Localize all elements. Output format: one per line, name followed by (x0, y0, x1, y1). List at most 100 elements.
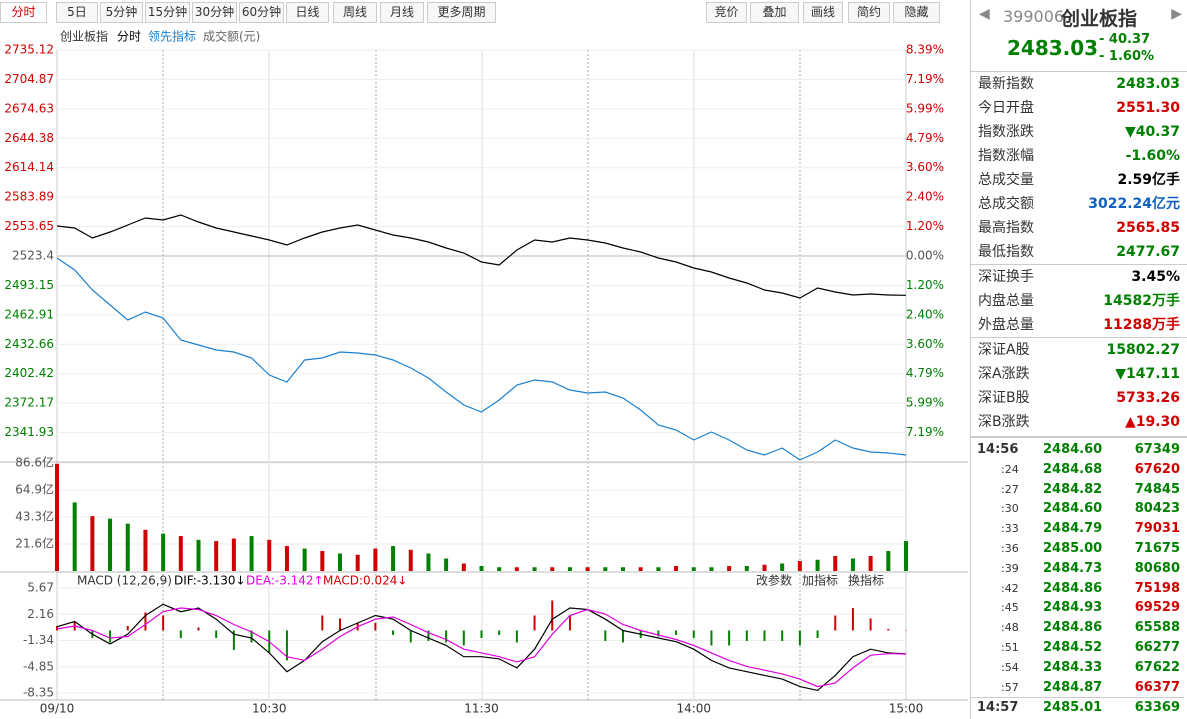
period-button[interactable]: 周线 (333, 2, 377, 23)
y-tick-label: 2493.15 (4, 278, 54, 292)
tool-button[interactable]: 隐藏 (893, 2, 940, 23)
y-tick-label: 2523.4 (12, 249, 54, 263)
period-button[interactable]: 分时 (0, 2, 47, 23)
quote-label: 深证换手 (978, 269, 1034, 285)
y-tick-label: 2614.14 (4, 160, 54, 174)
trade-price: 2484.52 (1043, 640, 1103, 655)
volume-bar (373, 548, 378, 571)
quote-label: 指数涨跌 (978, 124, 1034, 140)
quote-row: 最低指数 2477.67 (971, 240, 1184, 264)
volume-bar (408, 549, 413, 571)
period-button[interactable]: 5日 (56, 2, 98, 23)
volume-bar (355, 554, 360, 571)
prev-arrow[interactable]: ◀ (979, 6, 990, 22)
y2-tick-label: 7.19% (906, 425, 944, 439)
trade-volume: 80423 (1134, 501, 1180, 517)
macd-action[interactable]: 改参数 (756, 573, 792, 588)
tool-button[interactable]: 叠加 (750, 2, 799, 23)
y2-tick-label: 3.60% (906, 160, 944, 174)
trade-time: :54 (1001, 660, 1019, 674)
period-button[interactable]: 30分钟 (192, 2, 237, 23)
volume-bar (267, 539, 272, 571)
quote-label: 总成交量 (978, 172, 1034, 188)
y2-tick-label: 5.99% (906, 101, 944, 115)
legend-item: 创业板指 (60, 29, 108, 44)
quote-row: 今日开盘 2551.30 (971, 96, 1184, 120)
period-button[interactable]: 日线 (286, 2, 329, 23)
quote-value: 14582万手 (1103, 293, 1180, 309)
change: - 40.37 (1099, 32, 1151, 47)
y-tick-label: 2402.42 (4, 366, 54, 380)
y-tick-label: -8.35 (23, 686, 54, 700)
period-button[interactable]: 5分钟 (100, 2, 143, 23)
quote-row: 总成交额 3022.24亿元 (971, 192, 1184, 216)
legend-item: 领先指标 (148, 29, 196, 44)
next-arrow[interactable]: ▶ (1171, 6, 1182, 22)
trade-volume: 66377 (1134, 679, 1180, 695)
volume-bar (850, 558, 855, 571)
quote-row: 指数涨跌 ▼40.37 (971, 120, 1184, 144)
y2-tick-label: 5.99% (906, 396, 944, 410)
y-tick-label: 2553.65 (4, 219, 54, 233)
quote-label: 总成交额 (978, 196, 1034, 212)
period-button[interactable]: 60分钟 (239, 2, 284, 23)
volume-bar (108, 518, 113, 571)
volume-bar (780, 563, 785, 571)
y-tick-label: 21.6亿 (15, 536, 54, 551)
trade-time: 14:57 (977, 700, 1019, 716)
y-tick-label: 2735.12 (4, 43, 54, 57)
y2-tick-label: 1.20% (906, 278, 944, 292)
trade-row: :33 2484.79 79031 (971, 519, 1184, 539)
y2-tick-label: 7.19% (906, 72, 944, 86)
volume-bar (904, 541, 908, 571)
trade-price: 2484.86 (1043, 620, 1103, 636)
quote-label: 深证B股 (978, 390, 1030, 406)
quote-row: 深B涨跌 ▲19.30 (971, 410, 1184, 434)
trade-row: :36 2485.00 71675 (971, 539, 1184, 559)
trade-time: :39 (1001, 561, 1019, 575)
quote-value: 3022.24亿元 (1088, 196, 1180, 212)
volume-bar (90, 516, 95, 571)
trade-row: :42 2484.86 75198 (971, 579, 1184, 599)
period-button[interactable]: 月线 (380, 2, 424, 23)
y2-tick-label: 8.39% (906, 43, 944, 57)
quote-value: ▲19.30 (1124, 414, 1180, 430)
volume-bar (284, 546, 289, 571)
tool-button[interactable]: 简约 (848, 2, 890, 23)
trade-row: :48 2484.86 65588 (971, 618, 1184, 638)
quote-label: 指数涨幅 (978, 148, 1034, 164)
period-button[interactable]: 15分钟 (145, 2, 190, 23)
separator (971, 264, 1187, 265)
quote-label: 内盘总量 (978, 293, 1034, 309)
trade-price: 2484.86 (1043, 580, 1103, 596)
volume-bar (621, 567, 625, 571)
tool-button[interactable]: 画线 (803, 2, 843, 23)
trade-volume: 71675 (1134, 541, 1180, 556)
trade-price: 2484.60 (1043, 501, 1103, 517)
y2-tick-label: 3.60% (906, 337, 944, 351)
trade-volume: 67349 (1134, 442, 1180, 457)
volume-bar (833, 556, 838, 571)
quote-value: 5733.26 (1116, 390, 1180, 406)
period-button[interactable]: 更多周期 (427, 2, 496, 23)
y2-tick-label: 4.79% (906, 366, 944, 380)
macd-action[interactable]: 加指标 (802, 573, 838, 588)
quote-label: 深证A股 (978, 342, 1030, 358)
volume-bar (727, 566, 732, 571)
volume-bar (550, 567, 555, 571)
y-tick-label: 86.6亿 (15, 455, 54, 470)
trade-row: :54 2484.33 67622 (971, 658, 1184, 678)
volume-bar (674, 566, 679, 571)
macd-line (56, 603, 907, 692)
tool-button[interactable]: 竞价 (706, 2, 747, 23)
quote-panel: ◀ 399006 创业板指 ▶ 2483.03 - 40.37 - 1.60% … (970, 0, 1187, 719)
trade-price: 2484.60 (1043, 442, 1103, 457)
quote-value: 2477.67 (1116, 244, 1180, 260)
quote-value: 2.59亿手 (1117, 172, 1180, 188)
quote-label: 最高指数 (978, 220, 1034, 236)
trade-row: :30 2484.60 80423 (971, 499, 1184, 519)
volume-bar (886, 551, 891, 571)
macd-action[interactable]: 换指标 (848, 573, 884, 588)
trade-price: 2485.01 (1043, 700, 1103, 716)
y-tick-label: 5.67 (27, 581, 54, 595)
